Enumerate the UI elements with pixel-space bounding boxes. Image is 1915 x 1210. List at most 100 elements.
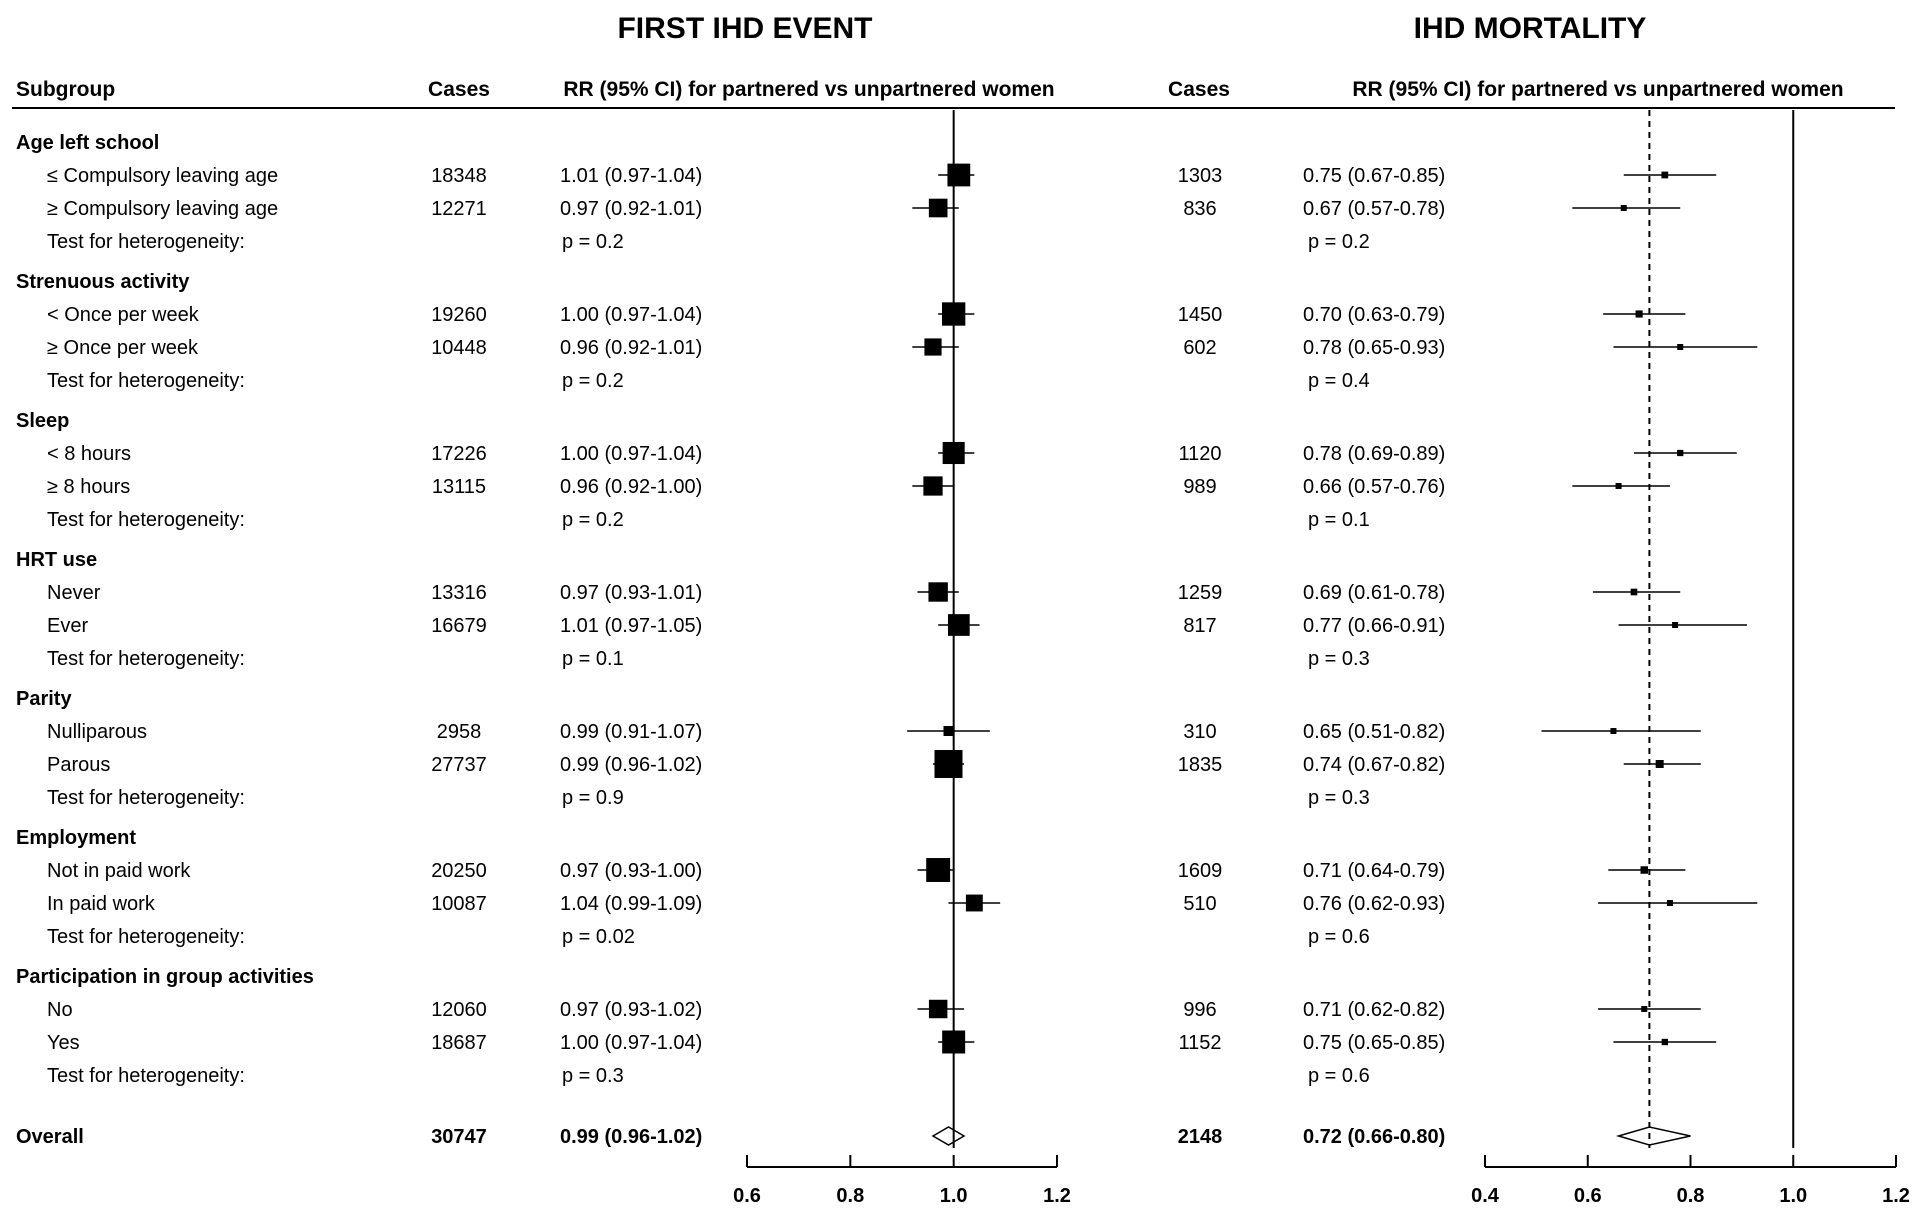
estimate-square-right — [1615, 483, 1622, 489]
heterogeneity-p-right: p = 0.4 — [1308, 370, 1370, 392]
row-rr-left: 0.97 (0.93-1.02) — [560, 999, 702, 1021]
heterogeneity-p-left: p = 0.9 — [562, 787, 624, 809]
estimate-square-left — [923, 476, 943, 496]
row-cases-right: 1120 — [1178, 443, 1221, 465]
estimate-square-right — [1641, 1006, 1648, 1012]
heterogeneity-p-left: p = 0.3 — [562, 1065, 624, 1087]
right-panel-title: IHD MORTALITY — [1414, 12, 1647, 45]
header-rr-left: RR (95% CI) for partnered vs unpartnered… — [563, 78, 1054, 101]
row-rr-left: 1.04 (0.99-1.09) — [560, 893, 702, 915]
row-cases-left: 10087 — [431, 893, 487, 915]
row-cases-left: 17226 — [431, 443, 487, 465]
row-label: ≥ 8 hours — [47, 476, 130, 498]
row-cases-right: 310 — [1183, 721, 1216, 743]
overall-cases-left: 30747 — [431, 1126, 487, 1148]
estimate-square-right — [1635, 310, 1643, 318]
group-heading: Employment — [16, 827, 136, 849]
row-rr-left: 0.96 (0.92-1.00) — [560, 476, 702, 498]
x-tick-label-right: 0.6 — [1574, 1185, 1602, 1207]
row-cases-right: 1450 — [1178, 304, 1223, 326]
row-rr-left: 1.00 (0.97-1.04) — [560, 1032, 702, 1054]
rows-layer: Age left school ≤ Compulsory leaving age 1… — [16, 132, 1445, 1148]
row-cases-left: 20250 — [431, 860, 487, 882]
header-cases-left: Cases — [428, 78, 490, 101]
row-label: Not in paid work — [47, 860, 191, 882]
heterogeneity-label: Test for heterogeneity: — [47, 787, 245, 809]
row-label: ≥ Compulsory leaving age — [47, 198, 278, 220]
heterogeneity-label: Test for heterogeneity: — [47, 231, 245, 253]
estimate-square-right — [1640, 866, 1649, 874]
row-cases-left: 13316 — [431, 582, 487, 604]
row-rr-right: 0.75 (0.65-0.85) — [1303, 1032, 1445, 1054]
heterogeneity-p-right: p = 0.1 — [1308, 509, 1370, 531]
x-tick-label-right: 0.8 — [1677, 1185, 1705, 1207]
estimate-square-left — [926, 858, 951, 882]
group-heading: Age left school — [16, 132, 159, 154]
row-rr-left: 0.97 (0.93-1.01) — [560, 582, 702, 604]
row-cases-right: 1609 — [1178, 860, 1223, 882]
row-label: ≤ Compulsory leaving age — [47, 165, 278, 187]
row-label: Nulliparous — [47, 721, 147, 743]
row-cases-left: 12060 — [431, 999, 487, 1021]
row-rr-right: 0.66 (0.57-0.76) — [1303, 476, 1445, 498]
heterogeneity-label: Test for heterogeneity: — [47, 1065, 245, 1087]
row-cases-left: 19260 — [431, 304, 487, 326]
row-rr-right: 0.74 (0.67-0.82) — [1303, 754, 1445, 776]
estimate-square-left — [928, 999, 948, 1019]
heterogeneity-p-right: p = 0.6 — [1308, 1065, 1370, 1087]
estimate-square-left — [934, 750, 963, 778]
row-label: Parous — [47, 754, 110, 776]
estimate-square-right — [1620, 205, 1627, 211]
heterogeneity-p-left: p = 0.2 — [562, 370, 624, 392]
row-rr-right: 0.75 (0.67-0.85) — [1303, 165, 1445, 187]
heterogeneity-p-right: p = 0.3 — [1308, 648, 1370, 670]
heterogeneity-label: Test for heterogeneity: — [47, 926, 245, 948]
heterogeneity-label: Test for heterogeneity: — [47, 370, 245, 392]
left-panel-title: FIRST IHD EVENT — [617, 12, 872, 45]
row-rr-left: 0.96 (0.92-1.01) — [560, 337, 702, 359]
estimate-square-left — [924, 338, 942, 356]
overall-label: Overall — [16, 1126, 84, 1148]
row-rr-left: 1.00 (0.97-1.04) — [560, 304, 702, 326]
heterogeneity-p-right: p = 0.2 — [1308, 231, 1370, 253]
plot-left: 0.6 0.8 1.0 1.2 — [733, 110, 1071, 1207]
row-rr-left: 1.00 (0.97-1.04) — [560, 443, 702, 465]
row-cases-left: 16679 — [431, 615, 487, 637]
estimate-square-left — [965, 894, 983, 912]
row-label: In paid work — [47, 893, 156, 915]
group-heading: Participation in group activities — [16, 966, 314, 988]
heterogeneity-p-right: p = 0.6 — [1308, 926, 1370, 948]
row-cases-right: 989 — [1183, 476, 1216, 498]
row-rr-left: 1.01 (0.97-1.05) — [560, 615, 702, 637]
group-heading: Strenuous activity — [16, 271, 190, 293]
estimate-square-left — [928, 198, 948, 218]
row-cases-right: 1303 — [1178, 165, 1223, 187]
row-rr-left: 0.97 (0.93-1.00) — [560, 860, 702, 882]
estimate-square-right — [1661, 1038, 1668, 1046]
row-rr-right: 0.67 (0.57-0.78) — [1303, 198, 1445, 220]
header-subgroup: Subgroup — [16, 78, 115, 101]
row-cases-left: 12271 — [431, 198, 487, 220]
estimate-square-right — [1630, 588, 1638, 596]
estimate-square-right — [1655, 760, 1664, 768]
estimate-square-left — [928, 582, 948, 602]
group-heading: Parity — [16, 688, 72, 710]
row-cases-right: 836 — [1183, 198, 1216, 220]
row-rr-left: 1.01 (0.97-1.04) — [560, 165, 702, 187]
row-cases-right: 1835 — [1178, 754, 1223, 776]
row-label: < Once per week — [47, 304, 200, 326]
overall-diamond-right — [1615, 1126, 1691, 1146]
plot-right: 0.4 0.6 0.8 1.0 1.2 — [1471, 110, 1910, 1207]
heterogeneity-p-left: p = 0.1 — [562, 648, 624, 670]
row-cases-left: 10448 — [431, 337, 487, 359]
row-cases-right: 510 — [1183, 893, 1216, 915]
group-heading: Sleep — [16, 410, 69, 432]
heterogeneity-p-left: p = 0.2 — [562, 509, 624, 531]
estimate-square-right — [1661, 171, 1669, 179]
row-cases-right: 996 — [1183, 999, 1216, 1021]
heterogeneity-label: Test for heterogeneity: — [47, 648, 245, 670]
estimate-square-left — [947, 163, 971, 187]
row-label: < 8 hours — [47, 443, 131, 465]
row-rr-right: 0.71 (0.62-0.82) — [1303, 999, 1445, 1021]
row-cases-left: 2958 — [437, 721, 482, 743]
